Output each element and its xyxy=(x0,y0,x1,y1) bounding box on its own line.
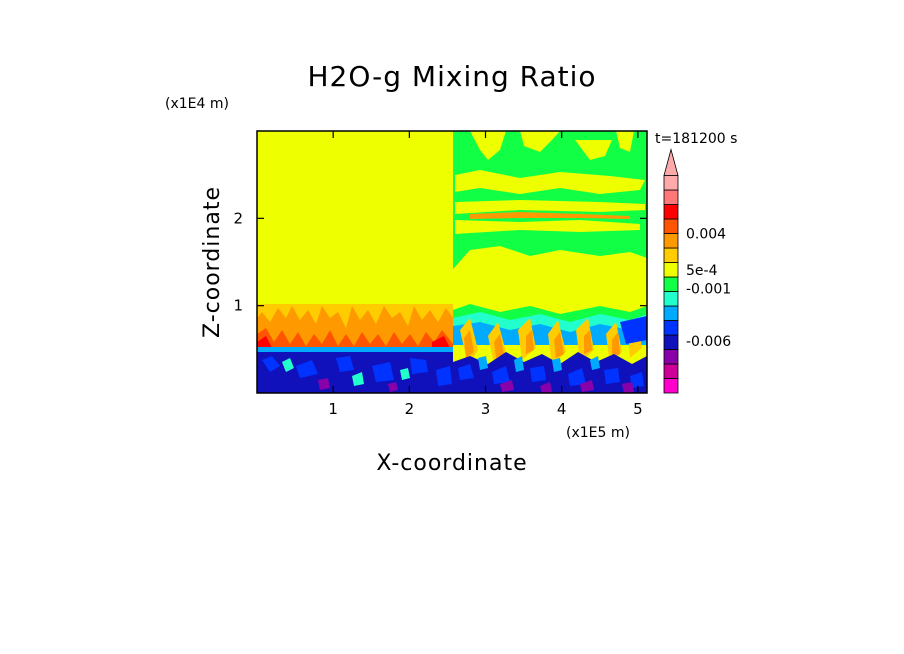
colorbar-segment-3 xyxy=(663,334,679,350)
left-purple-eddies xyxy=(318,378,398,392)
x-tick-label-0: 1 xyxy=(328,400,338,418)
left-cyan-band xyxy=(257,347,453,353)
right-panel xyxy=(453,131,647,393)
x-tick-label-4: 5 xyxy=(633,400,643,418)
y-tick-label-0: 1 xyxy=(233,297,243,315)
colorbar-segment-13 xyxy=(663,189,679,205)
colorbar: 0.004 5e-4 -0.001 -0.006 xyxy=(663,147,731,394)
x-tick-label-2: 3 xyxy=(481,400,491,418)
left-blue-eddies xyxy=(262,356,452,386)
colorbar-segment-1 xyxy=(663,363,679,379)
right-upper-yellow-streaks xyxy=(455,131,645,234)
y-unit-label: (x1E4 m) xyxy=(165,96,229,112)
colorbar-label-1: 5e-4 xyxy=(686,263,718,279)
x-tick-label-3: 4 xyxy=(557,400,567,418)
axis-ticks: 1 2 3 4 5 1 2 xyxy=(233,131,647,418)
x-axis-label: X-coordinate xyxy=(376,451,527,476)
left-red-plumes xyxy=(257,328,453,350)
colorbar-segment-7 xyxy=(663,276,679,292)
x-tick-label-1: 2 xyxy=(405,400,415,418)
colorbar-segment-6 xyxy=(663,291,679,307)
colorbar-segment-0 xyxy=(663,378,679,394)
plot-field xyxy=(257,131,647,393)
right-blue-eddies xyxy=(458,364,644,388)
colorbar-segment-11 xyxy=(663,218,679,234)
right-warm-plumes xyxy=(460,318,642,366)
right-orange-plumes xyxy=(464,330,620,358)
colorbar-segment-4 xyxy=(663,320,679,336)
y-axis-label: Z-coordinate xyxy=(200,186,225,338)
plot-frame xyxy=(256,130,648,394)
colorbar-segment-5 xyxy=(663,305,679,321)
colorbar-label-0: 0.004 xyxy=(686,227,726,243)
right-middle-yellow xyxy=(453,246,647,310)
chart-title: H2O-g Mixing Ratio xyxy=(307,60,596,93)
left-panel xyxy=(257,304,453,393)
right-orange-streak xyxy=(470,212,630,219)
left-orange-plumes xyxy=(257,306,453,350)
right-edge-blue xyxy=(620,316,647,344)
colorbar-segment-9 xyxy=(663,247,679,263)
colorbar-segment-10 xyxy=(663,233,679,249)
colorbar-extend-arrow xyxy=(663,147,679,176)
colorbar-segment-8 xyxy=(663,262,679,278)
colorbar-segment-14 xyxy=(663,175,679,191)
colorbar-segment-2 xyxy=(663,349,679,365)
x-unit-label: (x1E5 m) xyxy=(566,425,630,441)
colorbar-segment-12 xyxy=(663,204,679,220)
y-tick-label-1: 2 xyxy=(233,209,243,227)
colorbar-label-2: -0.001 xyxy=(686,282,731,298)
time-label: t=181200 s xyxy=(655,131,737,147)
colorbar-label-3: -0.006 xyxy=(686,334,731,350)
